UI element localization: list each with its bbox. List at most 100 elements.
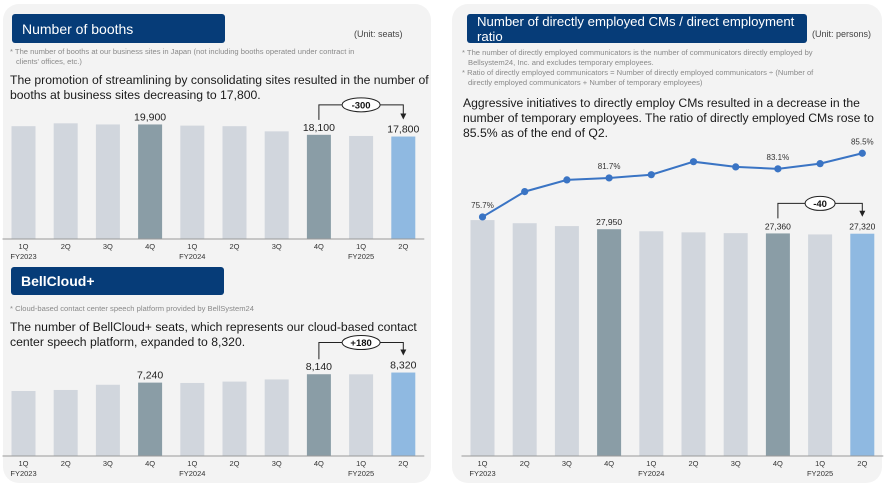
- bar: [808, 234, 833, 456]
- bar: [681, 232, 706, 456]
- x-tick-label: 2Q: [398, 242, 408, 251]
- booths-lead-line1: The promotion of streamlining by consoli…: [10, 73, 429, 87]
- cms-lead: Aggressive initiatives to directly emplo…: [463, 96, 883, 141]
- data-label: 19,900: [134, 111, 166, 123]
- bellcloud-lead-line2: center speech platform, expanded to 8,32…: [10, 335, 246, 349]
- change-label: +180: [350, 338, 371, 349]
- bar: [723, 233, 748, 456]
- bar: [264, 379, 289, 456]
- bar: [95, 124, 120, 239]
- cms-note2-line1: * Ratio of directly employed communicato…: [462, 68, 814, 77]
- x-tick-label: 1Q: [356, 459, 366, 468]
- x-tick-label: 2Q: [520, 459, 530, 468]
- chart-2: 1Q 2Q 3Q 4Q 1Q 2Q 3Q 4Q 1Q 2Q FY2023 FY2024 FY2025 27…: [461, 137, 884, 478]
- x-tick-label: 3Q: [272, 242, 282, 251]
- ratio-point: [521, 188, 529, 196]
- x-tick-label: 4Q: [145, 242, 155, 251]
- x-tick-label: 4Q: [145, 459, 155, 468]
- change-label: -40: [813, 199, 827, 210]
- x-tick-label: 2Q: [229, 242, 239, 251]
- bar: [180, 382, 205, 456]
- x-tick-label: 1Q: [477, 459, 487, 468]
- x-tick-label: 1Q: [18, 242, 28, 251]
- data-label: 27,360: [765, 221, 791, 231]
- x-tick-label: 1Q: [646, 459, 656, 468]
- bar: [53, 123, 78, 239]
- ratio-point: [732, 163, 740, 171]
- bar: [391, 136, 416, 239]
- ratio-point: [816, 160, 824, 168]
- booths-unit: (Unit: seats): [354, 29, 403, 39]
- x-tick-label: 3Q: [731, 459, 741, 468]
- x-tick-label: 4Q: [773, 459, 783, 468]
- x-tick-label: 2Q: [229, 459, 239, 468]
- bellcloud-note: * Cloud-based contact center speech plat…: [10, 304, 254, 313]
- bar: [349, 374, 374, 456]
- cms-lead-line1: Aggressive initiatives to directly emplo…: [463, 96, 860, 110]
- bar: [11, 126, 36, 239]
- x-tick-label: 2Q: [688, 459, 698, 468]
- fiscal-year-label: FY2025: [348, 252, 374, 261]
- ratio-point: [563, 176, 571, 184]
- bar: [512, 223, 537, 456]
- bar: [180, 125, 205, 239]
- chart-0: 1Q 2Q 3Q 4Q 1Q 2Q 3Q 4Q 1Q 2Q FY2023 FY2024 FY2025 19…: [2, 97, 425, 261]
- bar: [11, 391, 36, 456]
- booths-lead-line2: booths at business sites decreasing to 1…: [10, 88, 261, 102]
- bar: [391, 372, 416, 456]
- data-label: 8,320: [390, 360, 416, 372]
- chart-1: 1Q 2Q 3Q 4Q 1Q 2Q 3Q 4Q 1Q 2Q FY2023 FY2024 FY2025 7,…: [2, 335, 425, 478]
- bar: [470, 220, 495, 456]
- bar: [138, 124, 163, 239]
- cms-lead-line2: number of temporary employees. The ratio…: [463, 111, 874, 125]
- x-tick-label: 3Q: [272, 459, 282, 468]
- bar: [349, 135, 374, 239]
- bar: [639, 231, 664, 456]
- cms-note1-line1: * The number of directly employed commun…: [462, 48, 813, 57]
- x-tick-label: 3Q: [103, 459, 113, 468]
- fiscal-year-label: FY2023: [10, 252, 36, 261]
- bar: [222, 126, 247, 239]
- x-tick-label: 1Q: [187, 459, 197, 468]
- fiscal-year-label: FY2024: [179, 252, 205, 261]
- bar: [306, 374, 331, 456]
- change-badge: [341, 335, 381, 351]
- x-tick-label: 2Q: [398, 459, 408, 468]
- fiscal-year-label: FY2023: [10, 469, 36, 478]
- x-tick-label: 2Q: [61, 242, 71, 251]
- booths-lead: The promotion of streamlining by consoli…: [10, 73, 430, 103]
- ratio-line: [481, 152, 863, 218]
- x-tick-label: 2Q: [61, 459, 71, 468]
- change-label: -300: [352, 100, 371, 111]
- cms-unit: (Unit: persons): [812, 29, 872, 39]
- ratio-label: 81.7%: [598, 162, 621, 171]
- bar: [850, 233, 875, 456]
- cms-title: Number of directly employed CMs / direct…: [467, 14, 807, 44]
- fiscal-year-label: FY2023: [469, 469, 495, 478]
- cms-note1-line2: Bellsystem24, Inc. and excludes temporar…: [468, 58, 654, 67]
- booths-note: * The number of booths at our business s…: [10, 47, 430, 67]
- cms-lead-line3: 85.5% as of the end of Q2.: [463, 126, 608, 140]
- arrow-down-icon: [400, 349, 407, 356]
- data-label: 17,800: [387, 124, 419, 136]
- ratio-label: 75.7%: [471, 201, 494, 210]
- bar: [306, 134, 331, 239]
- bellcloud-title: BellCloud+: [11, 267, 224, 295]
- fiscal-year-label: FY2024: [638, 469, 664, 478]
- arrow-down-icon: [859, 210, 866, 217]
- change-badge: [804, 195, 836, 211]
- data-label: 18,100: [303, 122, 335, 134]
- bar: [95, 384, 120, 456]
- fiscal-year-label: FY2025: [807, 469, 833, 478]
- x-tick-label: 1Q: [18, 459, 28, 468]
- fiscal-year-label: FY2024: [179, 469, 205, 478]
- data-label: 27,320: [849, 222, 875, 232]
- bar: [53, 389, 78, 456]
- ratio-point: [689, 158, 698, 166]
- bar: [138, 382, 163, 456]
- ratio-point: [478, 213, 487, 221]
- cms-notes: * The number of directly employed commun…: [462, 48, 882, 88]
- cms-note2-line2: directly employed communicators + Number…: [468, 78, 703, 87]
- x-tick-label: 1Q: [187, 242, 197, 251]
